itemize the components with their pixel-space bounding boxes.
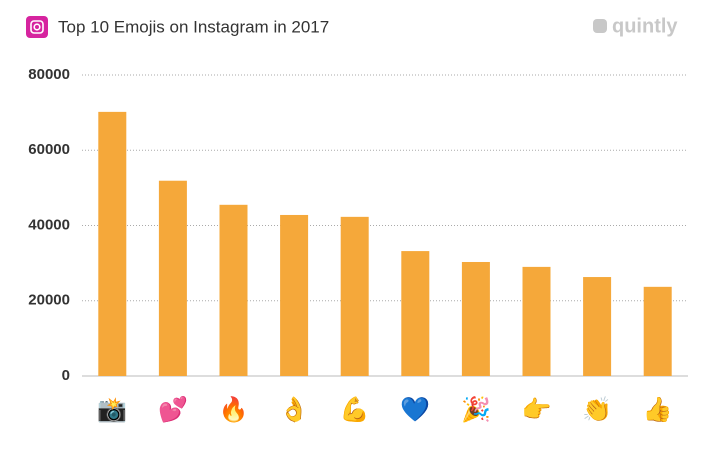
bar	[158, 180, 187, 376]
x-tick-label: 👍	[643, 395, 673, 423]
x-tick-label: 💕	[158, 395, 188, 423]
brand-icon	[593, 19, 607, 33]
x-tick-label: 💙	[400, 396, 430, 423]
bar	[522, 266, 551, 376]
x-tick-label: 📸	[97, 396, 127, 423]
instagram-icon-lens	[33, 23, 41, 31]
bar	[401, 251, 430, 376]
x-tick-label: 🔥	[219, 395, 249, 423]
x-tick-label: 👏	[582, 395, 612, 423]
bar	[583, 277, 612, 376]
y-tick-label: 60000	[28, 141, 70, 158]
instagram-icon-frame	[30, 20, 44, 34]
brand: quintly	[612, 15, 678, 37]
y-tick-label: 20000	[28, 292, 70, 309]
x-tick-label: 👌	[279, 396, 309, 423]
x-tick-label: 🎉	[461, 395, 491, 423]
y-tick-label: 0	[62, 367, 70, 384]
bar	[340, 216, 369, 376]
x-tick-label: 👉	[522, 396, 552, 423]
chart-title: Top 10 Emojis on Instagram in 2017	[58, 17, 329, 36]
bar	[280, 214, 309, 376]
bar	[643, 286, 672, 376]
x-tick-label: 💪	[340, 395, 370, 423]
instagram-icon	[26, 16, 48, 38]
bar	[219, 204, 248, 376]
y-tick-label: 80000	[28, 66, 70, 83]
bar	[98, 111, 127, 376]
bar	[461, 261, 490, 376]
y-tick-label: 40000	[28, 216, 70, 233]
